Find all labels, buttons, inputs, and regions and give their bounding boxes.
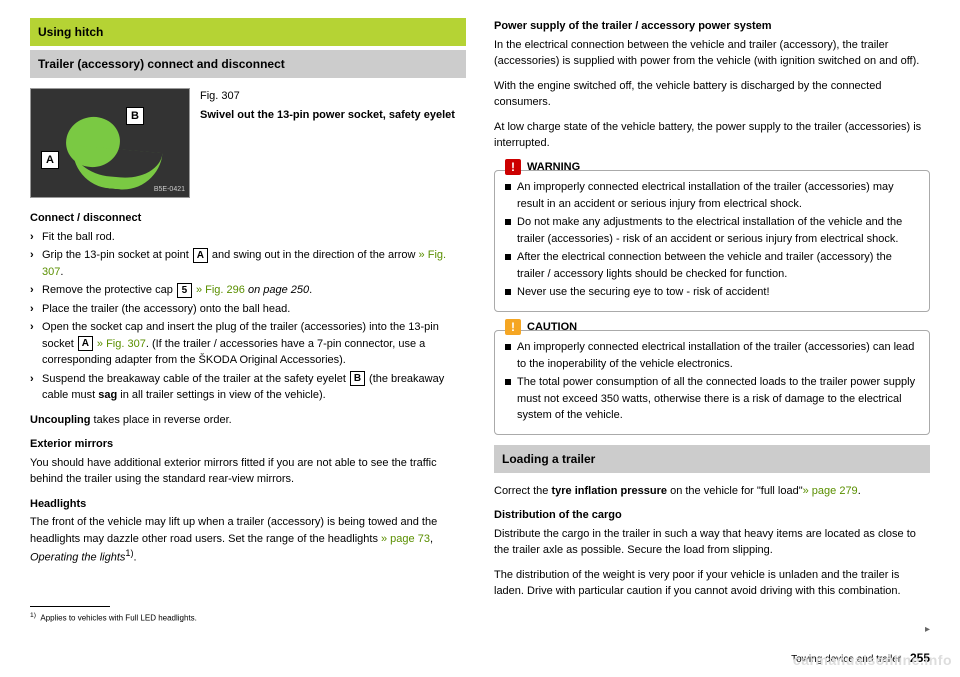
subhead-distribution: Distribution of the cargo [494,507,930,524]
watermark: carmanualsonline.info [793,650,952,671]
caution-callout: ! CAUTION An improperly connected electr… [494,330,930,435]
step-5: Open the socket cap and insert the plug … [30,319,466,369]
box-a-2: A [78,336,93,351]
figure-307-image: A B B5E-0421 [30,88,190,198]
warning-icon: ! [505,159,521,175]
figure-number: Fig. 307 [200,88,455,105]
figure-title: Swivel out the 13-pin power socket, safe… [200,107,455,124]
caution-header: ! CAUTION [505,319,919,336]
heading-trailer-connect: Trailer (accessory) connect and disconne… [30,50,466,78]
swivel-arrow [69,145,162,193]
figure-307-block: A B B5E-0421 Fig. 307 Swivel out the 13-… [30,88,466,198]
figure-code: B5E-0421 [154,185,185,196]
uncoupling-note: Uncoupling takes place in reverse order. [30,412,466,429]
step-1: Fit the ball rod. [30,229,466,246]
box-b: B [350,371,365,386]
distribution-p1: Distribute the cargo in the trailer in s… [494,526,930,559]
ref-page73: » page 73 [381,533,430,545]
caution-item-2: The total power consumption of all the c… [505,374,919,424]
warning-title: WARNING [527,159,580,176]
right-column: Power supply of the trailer / accessory … [494,18,930,625]
subhead-mirrors: Exterior mirrors [30,436,466,453]
power-p1: In the electrical connection between the… [494,37,930,70]
warning-callout: ! WARNING An improperly connected electr… [494,170,930,312]
footnote-rule [30,606,110,607]
warning-item-3: After the electrical connection between … [505,249,919,282]
box-a: A [193,248,208,263]
connect-steps: Fit the ball rod. Grip the 13-pin socket… [30,229,466,404]
warning-item-4: Never use the securing eye to tow - risk… [505,284,919,301]
continuation-arrow: ▸ [925,622,930,637]
distribution-p2: The distribution of the weight is very p… [494,567,930,600]
heading-using-hitch: Using hitch [30,18,466,46]
ref-page279: » page 279 [803,485,858,497]
heading-loading-trailer: Loading a trailer [494,445,930,473]
subhead-headlights: Headlights [30,496,466,513]
ref-fig307-2: » Fig. 307 [94,338,146,350]
power-p3: At low charge state of the vehicle batte… [494,119,930,152]
headlights-text: The front of the vehicle may lift up whe… [30,514,466,566]
step-2: Grip the 13-pin socket at point A and sw… [30,247,466,280]
step-3: Remove the protective cap 5 » Fig. 296 o… [30,282,466,299]
step-4: Place the trailer (the accessory) onto t… [30,301,466,318]
warning-list: An improperly connected electrical insta… [505,179,919,301]
caution-item-1: An improperly connected electrical insta… [505,339,919,372]
subhead-power-supply: Power supply of the trailer / accessory … [494,18,930,35]
footnote: 1) Applies to vehicles with Full LED hea… [30,611,466,625]
power-p2: With the engine switched off, the vehicl… [494,78,930,111]
left-column: Using hitch Trailer (accessory) connect … [30,18,466,625]
box-5: 5 [177,283,192,298]
tyre-pressure-text: Correct the tyre inflation pressure on t… [494,483,930,500]
step-6: Suspend the breakaway cable of the trail… [30,371,466,404]
caution-list: An improperly connected electrical insta… [505,339,919,424]
ref-fig296: » Fig. 296 [193,284,245,296]
subhead-connect: Connect / disconnect [30,210,466,227]
mirrors-text: You should have additional exterior mirr… [30,455,466,488]
warning-header: ! WARNING [505,159,919,176]
marker-b: B [126,107,144,125]
warning-item-2: Do not make any adjustments to the elect… [505,214,919,247]
caution-title: CAUTION [527,319,577,336]
figure-caption: Fig. 307 Swivel out the 13-pin power soc… [200,88,455,198]
caution-icon: ! [505,319,521,335]
marker-a: A [41,151,59,169]
warning-item-1: An improperly connected electrical insta… [505,179,919,212]
